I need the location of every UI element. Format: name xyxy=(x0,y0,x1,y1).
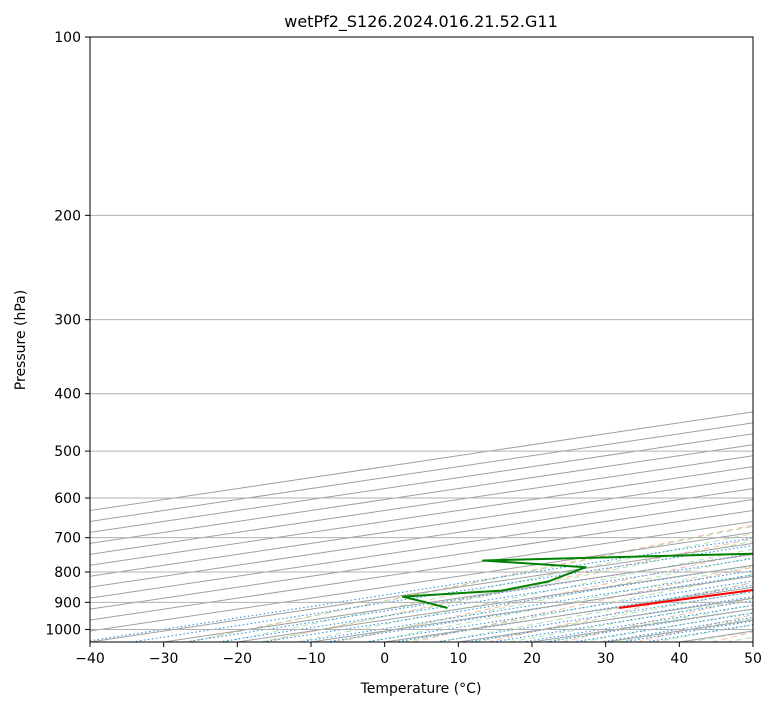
dry-adiabats xyxy=(188,524,753,642)
dry-adiabat-line xyxy=(188,524,753,642)
profile-lines xyxy=(401,552,753,609)
moist-adiabat-line xyxy=(296,548,753,642)
x-tick-label: 20 xyxy=(523,651,541,667)
x-tick-label: −10 xyxy=(296,651,326,667)
plot-area: 0.10.20.40.611.52346810131620253036-100-… xyxy=(90,37,753,642)
mixing-ratio-lines xyxy=(90,537,753,642)
mixing-ratio-line xyxy=(90,537,753,642)
isotherm-line xyxy=(90,499,753,599)
y-tick-label: 600 xyxy=(54,491,81,507)
x-tick-label: 30 xyxy=(597,651,615,667)
chart-title: wetPf2_S126.2024.016.21.52.G11 xyxy=(284,12,558,32)
x-axis-label: Temperature (°C) xyxy=(360,681,482,697)
y-tick-label: 500 xyxy=(54,444,81,460)
x-tick-label: 40 xyxy=(670,651,688,667)
y-tick-label: 1000 xyxy=(45,622,81,638)
y-tick-label: 800 xyxy=(54,565,81,581)
x-axis: −40 −30 −20 −10 0 10 20 30 40 50 xyxy=(75,642,762,667)
x-tick-label: −30 xyxy=(149,651,179,667)
isotherm-line xyxy=(90,477,753,577)
x-tick-label: 10 xyxy=(449,651,467,667)
x-tick-label: −20 xyxy=(223,651,253,667)
isotherm-line xyxy=(90,531,753,632)
y-axis-label: Pressure (hPa) xyxy=(13,290,29,390)
isotherm-line xyxy=(90,455,753,555)
x-tick-label: 50 xyxy=(744,651,762,667)
x-tick-label: 0 xyxy=(380,651,389,667)
pressure-gridlines xyxy=(90,37,753,630)
moist-adiabat-line xyxy=(332,556,753,642)
isotherm-line xyxy=(90,509,753,610)
plot-frame xyxy=(89,36,754,643)
y-tick-label: 900 xyxy=(54,595,81,611)
y-tick-label: 400 xyxy=(54,387,81,403)
y-axis: 100 200 300 400 500 600 700 800 900 1000 xyxy=(45,30,90,638)
moist-adiabat-line xyxy=(403,573,753,642)
y-tick-label: 200 xyxy=(54,208,81,224)
y-tick-label: 100 xyxy=(54,30,81,46)
isotherm-line xyxy=(90,520,753,621)
y-tick-label: 700 xyxy=(54,531,81,547)
isotherm-line xyxy=(90,466,753,566)
x-tick-label: −40 xyxy=(75,651,105,667)
dewpoint-profile-line xyxy=(401,552,753,609)
y-tick-label: 300 xyxy=(54,313,81,329)
isotherm-line xyxy=(90,444,753,544)
isotherm-line xyxy=(90,488,753,588)
isotherms xyxy=(90,411,753,642)
